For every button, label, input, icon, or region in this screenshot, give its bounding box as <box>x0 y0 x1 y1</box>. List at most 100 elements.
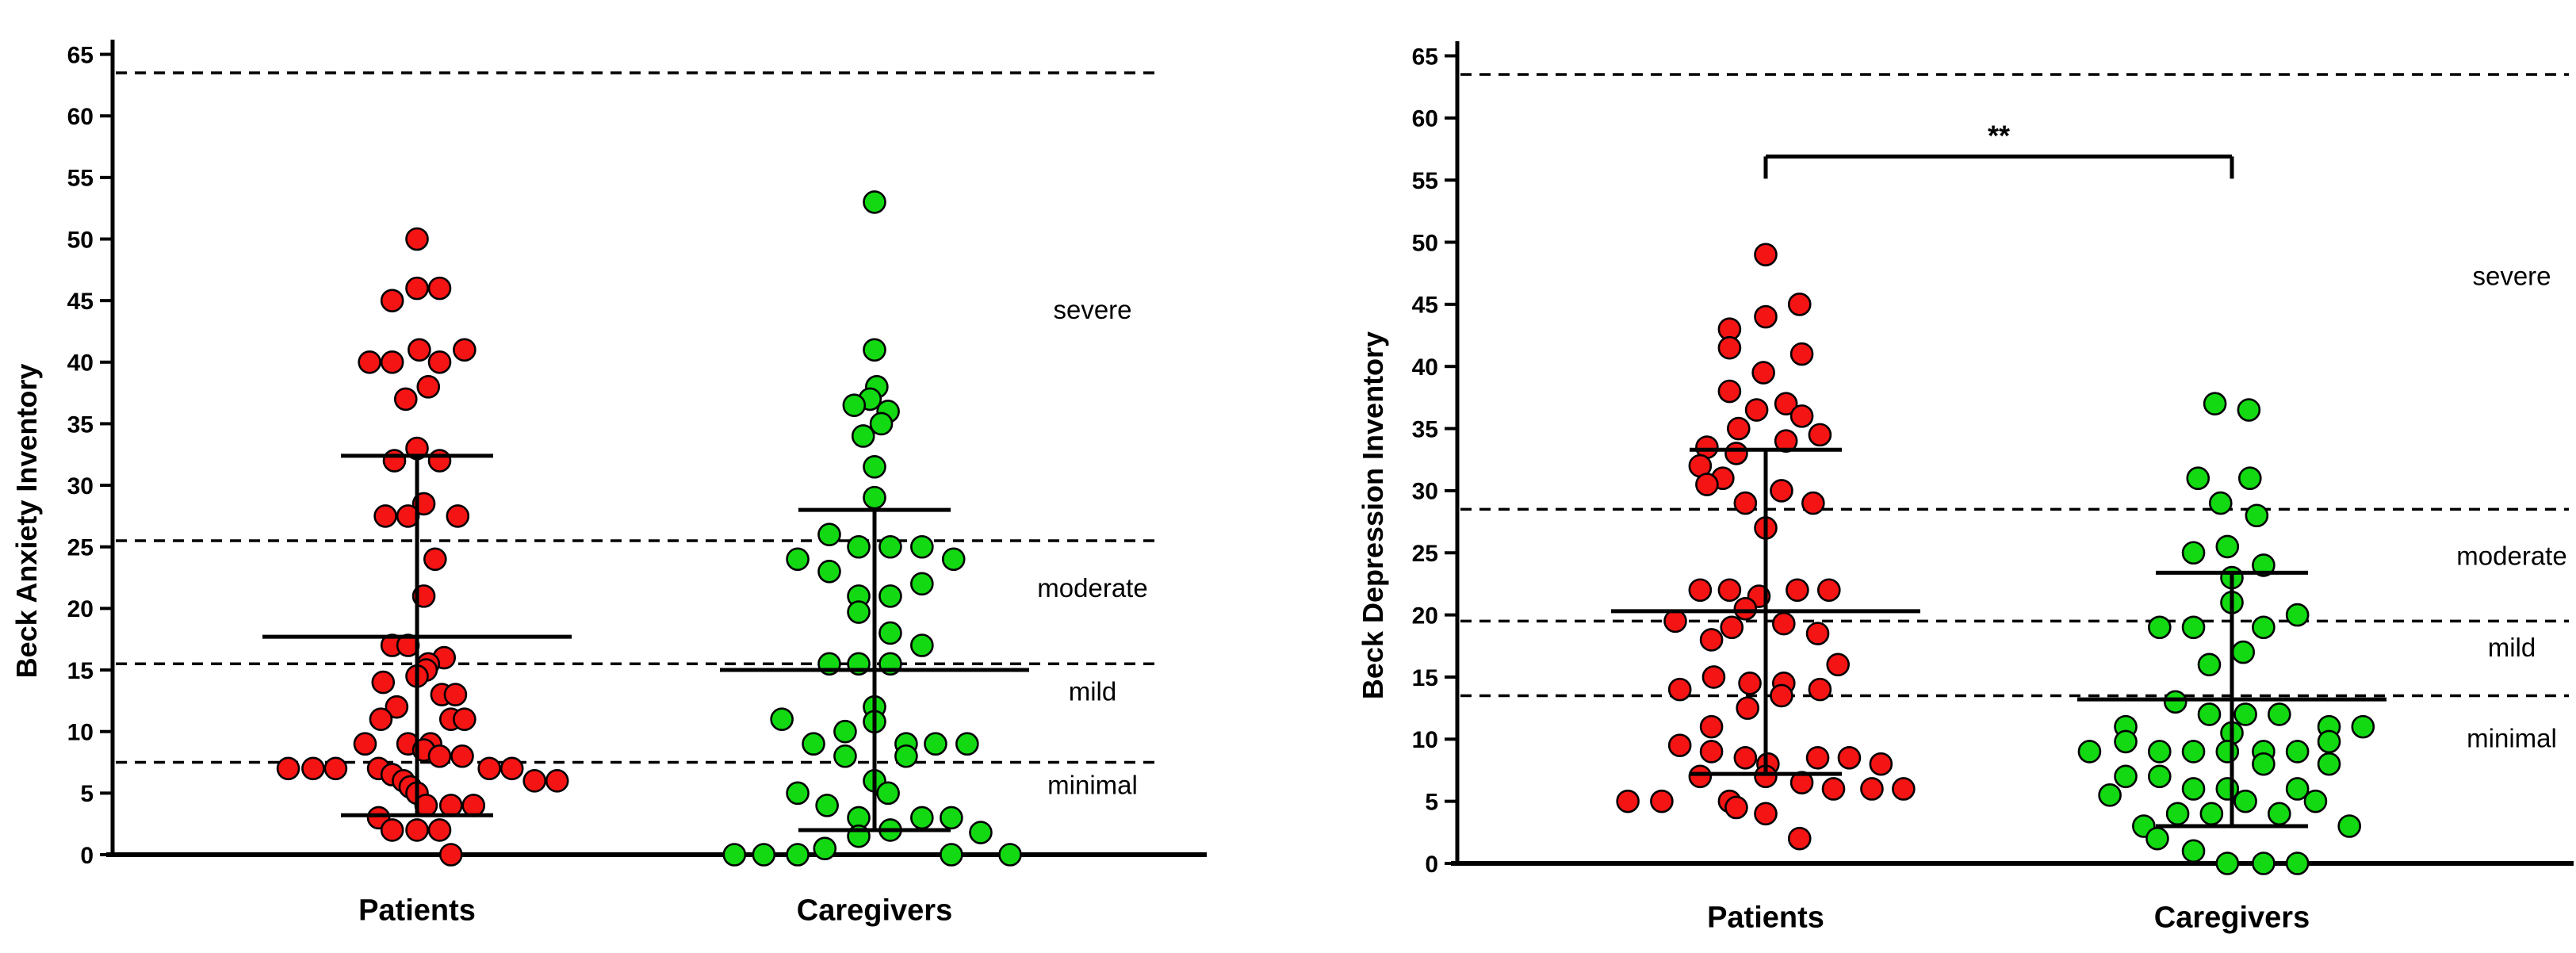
data-point <box>2098 783 2122 807</box>
data-point <box>423 547 447 572</box>
y-tick-label: 30 <box>67 473 94 499</box>
data-point <box>847 534 871 559</box>
data-point <box>405 276 429 300</box>
data-point <box>722 843 747 867</box>
data-point <box>863 485 886 510</box>
data-point <box>2145 826 2169 851</box>
data-point <box>2233 789 2257 813</box>
data-point <box>2114 729 2138 754</box>
data-point <box>770 707 794 731</box>
data-point <box>1717 379 1742 404</box>
y-tick-label: 20 <box>67 596 94 622</box>
data-point <box>1733 491 1758 515</box>
y-tick-label: 45 <box>67 289 94 315</box>
data-point <box>817 560 841 584</box>
y-tick-label: 55 <box>67 166 94 192</box>
y-tick-label: 10 <box>67 720 94 746</box>
data-point <box>2351 714 2375 739</box>
data-point <box>1826 653 1850 677</box>
data-point <box>2181 740 2206 764</box>
data-point <box>1821 777 1846 801</box>
data-point <box>1650 789 1674 813</box>
data-point <box>1695 473 1719 496</box>
severity-zone-label: severe <box>1053 295 1131 324</box>
data-point <box>405 227 429 251</box>
data-point <box>1774 392 1798 416</box>
data-point <box>385 695 409 719</box>
y-axis-title: Beck Depression Inventory <box>1357 331 1389 699</box>
data-point <box>1892 777 1916 801</box>
y-tick-label: 40 <box>67 350 94 377</box>
y-tick-label: 0 <box>80 843 94 869</box>
data-point <box>450 744 474 768</box>
data-point <box>2215 852 2240 875</box>
data-point <box>2197 653 2222 677</box>
data-point <box>2317 729 2341 754</box>
data-point <box>2165 802 2190 826</box>
data-point <box>2238 466 2262 491</box>
data-point <box>2199 802 2224 826</box>
data-point <box>2268 702 2291 726</box>
data-point <box>2252 553 2276 577</box>
data-point <box>1751 361 1775 385</box>
data-point <box>405 818 429 842</box>
data-point <box>2337 814 2361 838</box>
data-point <box>910 633 934 657</box>
y-tick-label: 15 <box>67 658 94 684</box>
significance-stars: ** <box>1988 119 2010 151</box>
data-point <box>1774 429 1798 454</box>
data-point <box>1720 615 1744 640</box>
x-category-label: Caregivers <box>2154 901 2310 935</box>
data-point <box>2215 740 2240 764</box>
data-point <box>833 719 857 744</box>
data-point <box>910 534 934 559</box>
data-point <box>878 534 902 559</box>
data-point <box>1744 398 1769 422</box>
data-point <box>1699 628 1724 652</box>
data-point <box>1667 733 1692 757</box>
data-point <box>2252 852 2276 875</box>
data-point <box>353 732 377 756</box>
data-point <box>1754 802 1778 826</box>
data-point <box>2252 615 2276 640</box>
data-point <box>863 338 886 362</box>
data-point <box>1616 789 1640 813</box>
data-point <box>500 756 524 781</box>
data-point <box>1754 243 1778 266</box>
y-tick-label: 60 <box>1412 106 1438 132</box>
data-point <box>1787 293 1812 316</box>
data-point <box>2317 752 2341 776</box>
y-tick-label: 10 <box>1412 727 1438 753</box>
data-point <box>2186 466 2210 491</box>
data-point <box>863 455 886 479</box>
data-point <box>477 756 502 781</box>
data-point <box>1770 479 1793 503</box>
data-point <box>358 350 381 374</box>
data-point <box>2181 839 2206 863</box>
data-point <box>1699 740 1724 764</box>
data-point <box>373 504 397 528</box>
data-point <box>1667 677 1692 702</box>
data-point <box>1717 335 1742 360</box>
data-point <box>2285 852 2310 875</box>
severity-zone-label: moderate <box>1037 573 1147 603</box>
y-tick-label: 60 <box>67 104 94 130</box>
y-tick-label: 45 <box>1412 293 1438 319</box>
data-point <box>443 683 468 706</box>
data-point <box>1754 304 1778 329</box>
data-point <box>1688 578 1713 603</box>
data-point <box>1789 342 1814 366</box>
data-point <box>2233 702 2257 726</box>
severity-zone-label: severe <box>2472 262 2551 291</box>
y-tick-label: 30 <box>1412 479 1438 505</box>
y-tick-label: 25 <box>67 535 94 561</box>
data-point <box>869 411 894 436</box>
data-point <box>2181 777 2206 801</box>
data-point <box>2285 740 2310 764</box>
data-point <box>1869 752 1893 776</box>
data-point <box>940 806 963 830</box>
data-point <box>427 744 452 768</box>
data-point <box>2203 392 2227 416</box>
data-point <box>2197 702 2222 726</box>
